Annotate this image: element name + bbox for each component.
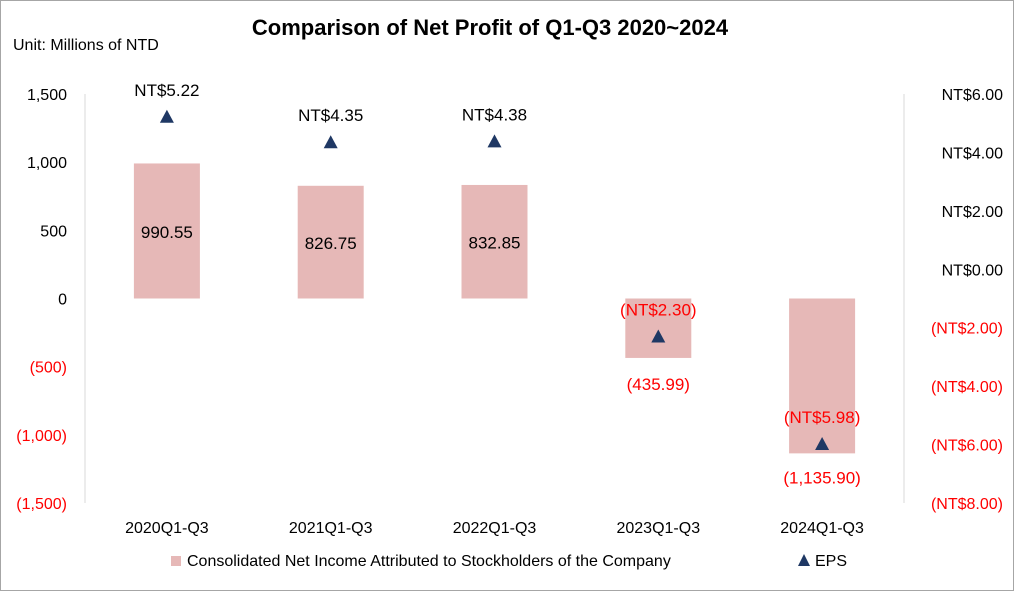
eps-points: NT$5.22 NT$4.35 NT$4.38 (NT$2.30) (NT$5.98) bbox=[134, 81, 860, 450]
net-income-value-label: (435.99) bbox=[627, 375, 690, 394]
left-tick-label: 1,500 bbox=[27, 87, 67, 104]
right-tick-label: (NT$2.00) bbox=[931, 321, 1003, 338]
legend-eps-swatch bbox=[798, 554, 810, 566]
legend-bar-swatch bbox=[171, 556, 181, 566]
eps-value-label: (NT$2.30) bbox=[620, 300, 697, 319]
eps-marker bbox=[651, 329, 666, 343]
right-tick-label: (NT$8.00) bbox=[931, 496, 1003, 513]
net-income-value-label: 826.75 bbox=[305, 234, 357, 253]
net-income-bar bbox=[297, 185, 364, 299]
net-income-value-label: 990.55 bbox=[141, 223, 193, 242]
legend-eps-label: EPS bbox=[815, 553, 847, 570]
category-label: 2022Q1-Q3 bbox=[453, 520, 537, 537]
net-income-bar bbox=[625, 298, 692, 358]
eps-marker bbox=[487, 134, 502, 148]
right-tick-label: (NT$4.00) bbox=[931, 379, 1003, 396]
eps-value-label: NT$4.38 bbox=[462, 105, 527, 124]
eps-value-label: NT$5.22 bbox=[134, 81, 199, 100]
net-income-bar bbox=[789, 298, 856, 454]
right-tick-label: NT$0.00 bbox=[942, 262, 1003, 279]
left-tick-label: 500 bbox=[40, 223, 67, 240]
left-tick-label: (1,000) bbox=[16, 428, 67, 445]
eps-marker bbox=[323, 135, 338, 149]
chart-title: Comparison of Net Profit of Q1-Q3 2020~2… bbox=[252, 15, 729, 40]
right-tick-label: NT$6.00 bbox=[942, 87, 1003, 104]
axes: 1,500 1,000 500 0 (500) (1,000) (1,500) NT$6.00… bbox=[16, 87, 1003, 537]
left-tick-label: (500) bbox=[30, 360, 67, 377]
eps-value-label: (NT$5.98) bbox=[784, 408, 861, 427]
right-tick-label: (NT$6.00) bbox=[931, 438, 1003, 455]
left-tick-label: (1,500) bbox=[16, 496, 67, 513]
category-label: 2023Q1-Q3 bbox=[616, 520, 700, 537]
eps-marker bbox=[159, 109, 174, 123]
legend: Consolidated Net Income Attributed to St… bbox=[171, 553, 847, 570]
right-tick-label: NT$2.00 bbox=[942, 204, 1003, 221]
net-income-bar bbox=[461, 184, 528, 299]
eps-value-label: NT$4.35 bbox=[298, 106, 363, 125]
legend-bar-label: Consolidated Net Income Attributed to St… bbox=[187, 553, 671, 570]
right-tick-label: NT$4.00 bbox=[942, 145, 1003, 162]
net-income-value-label: (1,135.90) bbox=[783, 468, 861, 487]
category-label: 2020Q1-Q3 bbox=[125, 520, 209, 537]
unit-label: Unit: Millions of NTD bbox=[13, 37, 159, 54]
net-income-value-label: 832.85 bbox=[469, 234, 521, 253]
eps-marker bbox=[815, 436, 830, 450]
category-label: 2024Q1-Q3 bbox=[780, 520, 864, 537]
left-tick-label: 0 bbox=[58, 292, 67, 309]
category-label: 2021Q1-Q3 bbox=[289, 520, 373, 537]
bars: 990.55 826.75 832.85 (435.99) (1,135.90) bbox=[133, 163, 861, 487]
left-tick-label: 1,000 bbox=[27, 155, 67, 172]
net-income-bar bbox=[133, 163, 200, 299]
